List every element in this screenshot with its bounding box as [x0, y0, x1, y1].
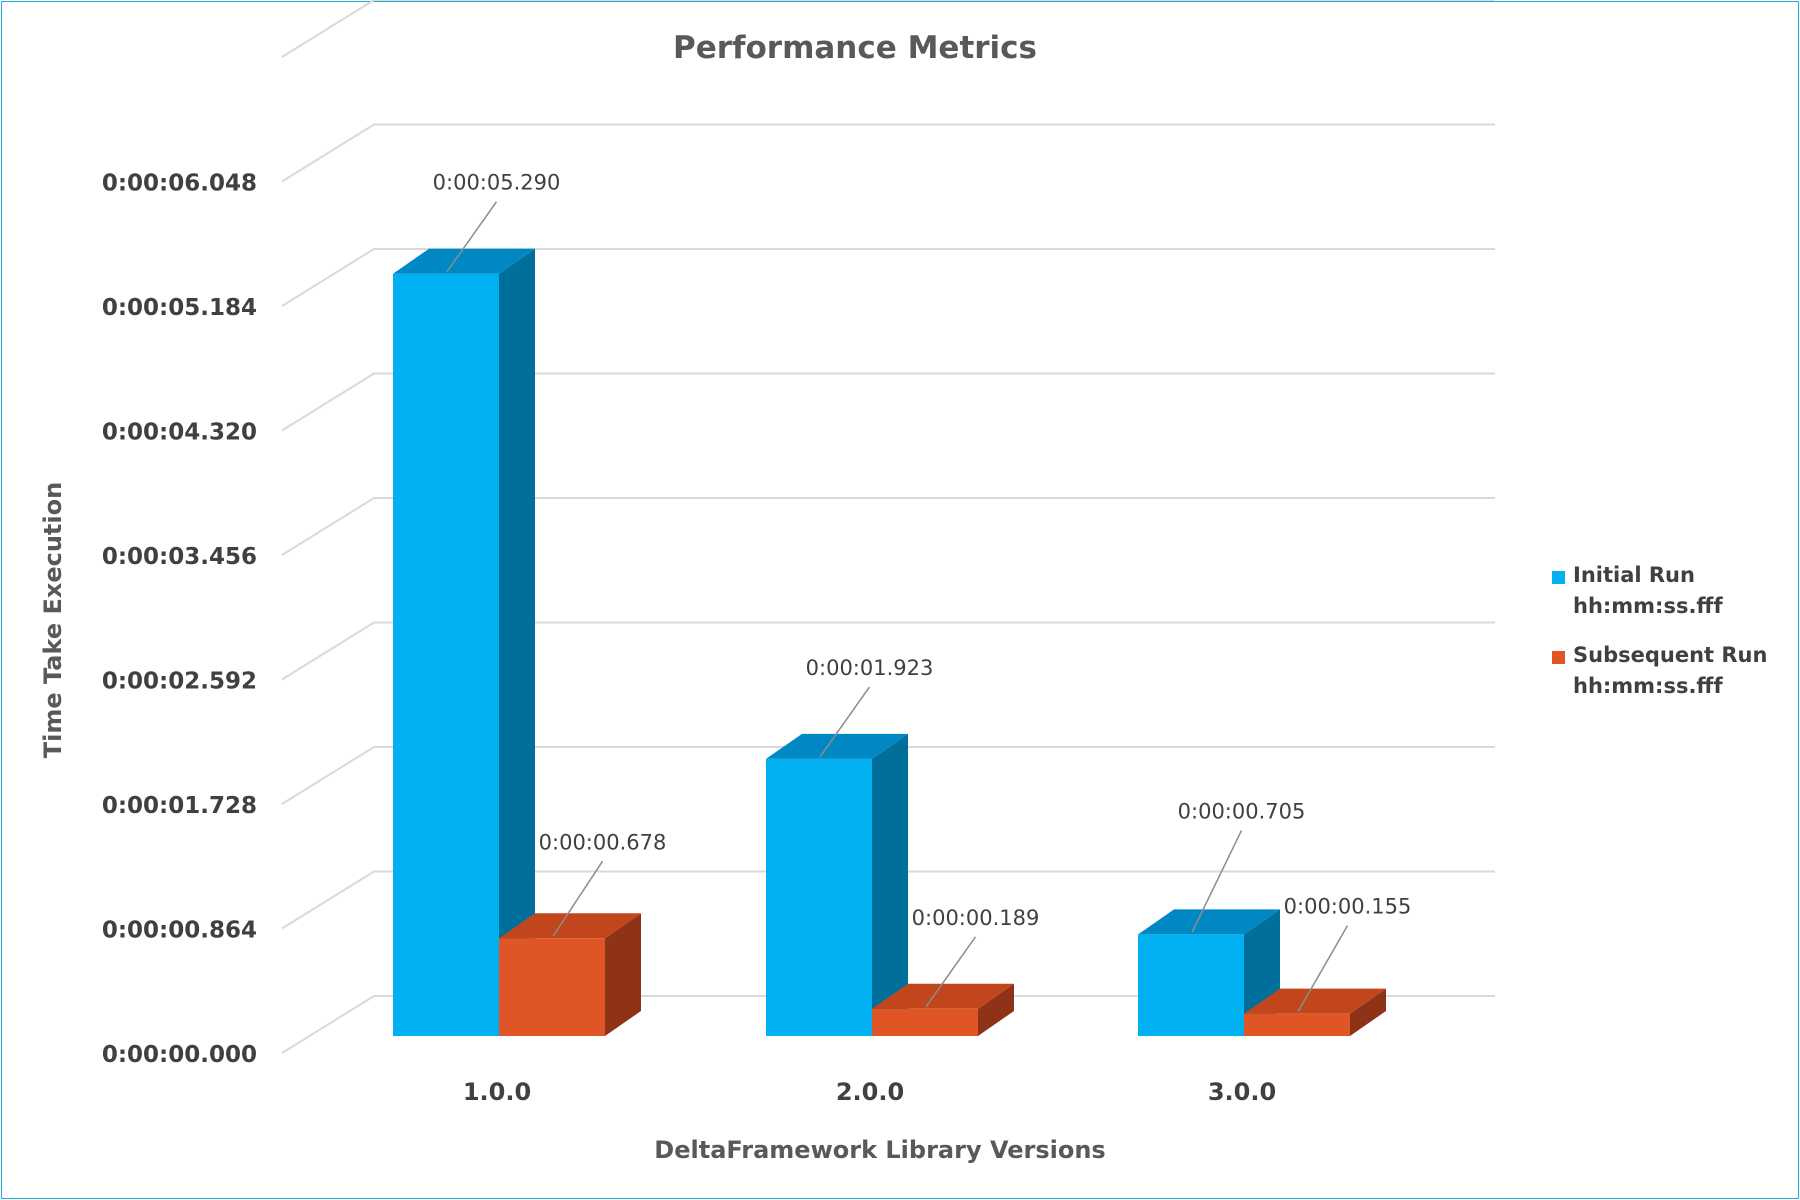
bar-top — [1244, 988, 1386, 1014]
bar-side — [499, 248, 535, 1036]
data-label-leader — [446, 201, 498, 273]
y-tick-label: 0:00:00.864 — [102, 918, 257, 944]
bar — [766, 733, 908, 1036]
legend-label: hh:mm:ss.fff — [1573, 594, 1723, 618]
data-labels: 0:00:05.290 0:00:00.678 0:00:01.923 0:00:00… — [433, 171, 1412, 1013]
gridline — [281, 123, 1495, 183]
legend-item: Subsequent Run hh:mm:ss.fff — [1552, 643, 1767, 698]
x-tick-label: 1.0.0 — [463, 1078, 531, 1106]
bar — [1138, 909, 1280, 1036]
gridline — [281, 995, 1495, 1054]
bar — [872, 983, 1014, 1036]
y-tick-labels: 0:00:00.000 0:00:00.864 0:00:01.728 0:00:02… — [102, 171, 257, 1069]
gridline — [281, 248, 1495, 307]
y-axis-title: Time Take Execution — [39, 482, 67, 758]
y-tick-label: 0:00:05.184 — [102, 295, 257, 321]
x-tick-labels: 1.0.0 2.0.0 3.0.0 — [463, 1078, 1276, 1106]
legend: Initial Run hh:mm:ss.fff Subsequent Run hh:… — [1552, 563, 1767, 698]
bar — [1244, 988, 1386, 1036]
data-label: 0:00:00.678 — [539, 830, 667, 854]
y-tick-label: 0:00:06.048 — [102, 171, 257, 197]
bar-side — [605, 913, 641, 1036]
bar — [393, 248, 535, 1036]
data-label-leader — [1191, 830, 1243, 933]
data-label: 0:00:00.705 — [1178, 799, 1306, 823]
data-label-leader — [925, 936, 977, 1008]
bar-front — [1244, 1013, 1350, 1036]
bar-side — [978, 983, 1014, 1036]
legend-swatch — [1552, 651, 1565, 664]
data-label: 0:00:00.155 — [1284, 895, 1412, 919]
gridline — [281, 497, 1495, 556]
legend-label: hh:mm:ss.fff — [1573, 674, 1723, 698]
bar-front — [766, 758, 872, 1036]
y-tick-label: 0:00:03.456 — [102, 544, 257, 570]
y-tick-label: 0:00:01.728 — [102, 793, 257, 819]
bar-front — [1138, 934, 1244, 1036]
x-tick-label: 2.0.0 — [836, 1078, 904, 1106]
gridline — [281, 746, 1495, 805]
bar-top — [499, 913, 641, 939]
legend-label: Initial Run — [1573, 563, 1695, 587]
data-label-leader — [1297, 925, 1349, 1013]
x-tick-label: 3.0.0 — [1208, 1078, 1276, 1106]
data-label: 0:00:01.923 — [806, 656, 934, 680]
gridline — [281, 870, 1495, 930]
bars — [393, 248, 1386, 1036]
data-label: 0:00:00.189 — [912, 906, 1040, 930]
legend-swatch — [1552, 571, 1565, 584]
gridline — [281, 621, 1495, 681]
legend-item: Initial Run hh:mm:ss.fff — [1552, 563, 1723, 618]
bar — [499, 913, 641, 1036]
bar-top — [393, 248, 535, 274]
gridline — [281, 0, 1495, 58]
bar-top — [872, 983, 1014, 1009]
chart-title: Performance Metrics — [673, 30, 1037, 66]
bar-side — [872, 733, 908, 1036]
bar-front — [393, 273, 499, 1036]
bar-front — [872, 1008, 978, 1036]
grid-layer — [281, 0, 1495, 1054]
data-label-leader — [552, 860, 604, 937]
legend-label: Subsequent Run — [1573, 643, 1767, 667]
gridline — [281, 372, 1495, 432]
bar-top — [1138, 909, 1280, 935]
x-axis-title: DeltaFramework Library Versions — [654, 1136, 1105, 1164]
bar-top — [766, 733, 908, 759]
data-label: 0:00:05.290 — [433, 171, 561, 195]
y-tick-label: 0:00:04.320 — [102, 420, 257, 446]
y-tick-label: 0:00:02.592 — [102, 669, 257, 695]
data-label-leader — [819, 686, 871, 758]
bar-front — [499, 938, 605, 1036]
y-tick-label: 0:00:00.000 — [102, 1042, 257, 1068]
bar-side — [1350, 988, 1386, 1036]
